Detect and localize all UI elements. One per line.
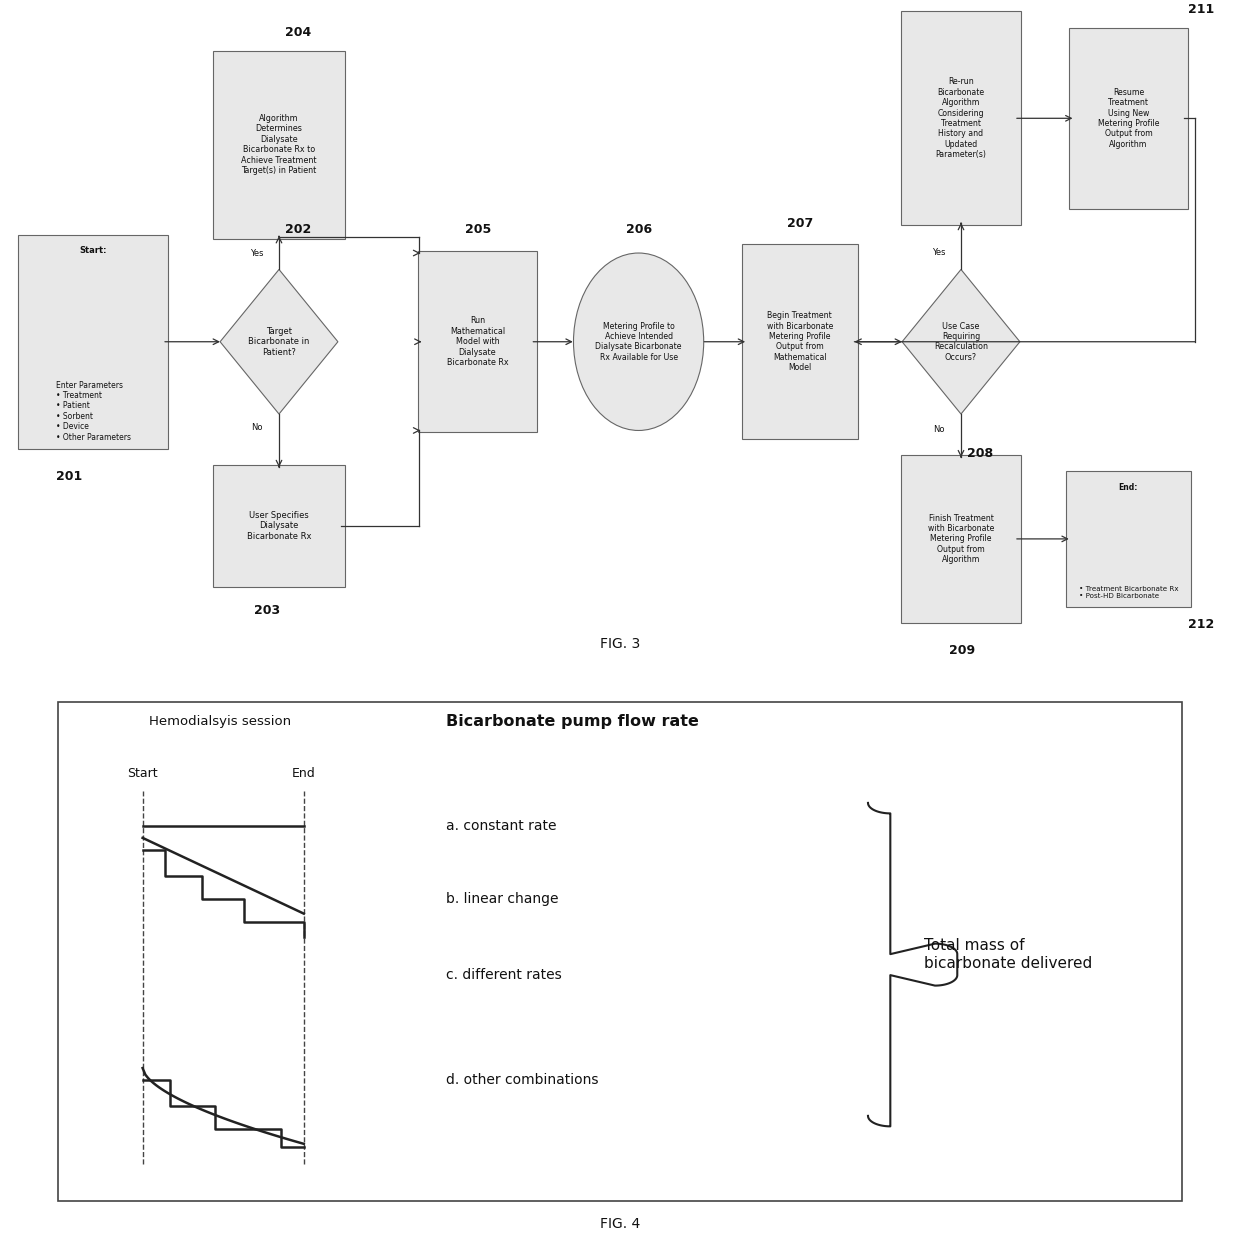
Ellipse shape [573, 253, 704, 430]
Text: • Treatment Bicarbonate Rx
• Post-HD Bicarbonate: • Treatment Bicarbonate Rx • Post-HD Bic… [1079, 587, 1178, 599]
Text: Use Case
Requiring
Recalculation
Occurs?: Use Case Requiring Recalculation Occurs? [934, 321, 988, 362]
Text: 212: 212 [1188, 618, 1214, 631]
Polygon shape [221, 269, 337, 414]
Text: c. different rates: c. different rates [446, 968, 562, 982]
Text: Bicarbonate pump flow rate: Bicarbonate pump flow rate [446, 714, 699, 729]
FancyBboxPatch shape [17, 234, 169, 449]
Text: Hemodialsyis session: Hemodialsyis session [149, 714, 291, 728]
FancyBboxPatch shape [742, 244, 858, 439]
FancyBboxPatch shape [901, 11, 1021, 226]
Text: Run
Mathematical
Model with
Dialysate
Bicarbonate Rx: Run Mathematical Model with Dialysate Bi… [446, 316, 508, 367]
Text: FIG. 3: FIG. 3 [600, 636, 640, 651]
Polygon shape [903, 269, 1019, 414]
Text: Target
Bicarbonate in
Patient?: Target Bicarbonate in Patient? [248, 327, 310, 357]
Text: d. other combinations: d. other combinations [446, 1073, 599, 1086]
Text: 206: 206 [626, 223, 652, 237]
Text: b. linear change: b. linear change [446, 892, 559, 906]
Text: User Specifies
Dialysate
Bicarbonate Rx: User Specifies Dialysate Bicarbonate Rx [247, 511, 311, 541]
FancyBboxPatch shape [213, 465, 345, 587]
Text: 208: 208 [967, 446, 993, 460]
FancyBboxPatch shape [213, 51, 345, 238]
Text: Re-run
Bicarbonate
Algorithm
Considering
Treatment
History and
Updated
Parameter: Re-run Bicarbonate Algorithm Considering… [935, 77, 987, 159]
Text: No: No [250, 424, 263, 433]
Text: Finish Treatment
with Bicarbonate
Metering Profile
Output from
Algorithm: Finish Treatment with Bicarbonate Meteri… [928, 513, 994, 564]
Text: No: No [932, 425, 945, 434]
FancyBboxPatch shape [1069, 27, 1188, 210]
Text: End: End [291, 768, 316, 780]
Text: Start: Start [128, 768, 157, 780]
FancyBboxPatch shape [1065, 471, 1190, 606]
Text: Enter Parameters
• Treatment
• Patient
• Sorbent
• Device
• Other Parameters: Enter Parameters • Treatment • Patient •… [56, 381, 130, 441]
Text: Start:: Start: [79, 247, 107, 255]
Text: Yes: Yes [250, 249, 263, 258]
Text: End:: End: [1118, 484, 1138, 492]
Text: 209: 209 [949, 644, 975, 657]
Text: 204: 204 [285, 26, 311, 40]
Text: 203: 203 [254, 604, 280, 618]
FancyBboxPatch shape [58, 702, 1182, 1202]
Text: a. constant rate: a. constant rate [446, 820, 557, 833]
Text: Yes: Yes [932, 248, 945, 257]
Text: 211: 211 [1188, 4, 1214, 16]
Text: Total mass of
bicarbonate delivered: Total mass of bicarbonate delivered [924, 939, 1092, 971]
Text: Algorithm
Determines
Dialysate
Bicarbonate Rx to
Achieve Treatment
Target(s) in : Algorithm Determines Dialysate Bicarbona… [242, 114, 316, 175]
Text: 207: 207 [787, 217, 813, 229]
FancyBboxPatch shape [901, 455, 1021, 622]
Text: FIG. 4: FIG. 4 [600, 1218, 640, 1231]
Text: 201: 201 [56, 470, 82, 482]
Text: Metering Profile to
Achieve Intended
Dialysate Bicarbonate
Rx Available for Use: Metering Profile to Achieve Intended Dia… [595, 321, 682, 362]
Text: 202: 202 [285, 223, 311, 237]
Text: 205: 205 [465, 223, 491, 237]
Text: Begin Treatment
with Bicarbonate
Metering Profile
Output from
Mathematical
Model: Begin Treatment with Bicarbonate Meterin… [766, 311, 833, 372]
Text: Resume
Treatment
Using New
Metering Profile
Output from
Algorithm: Resume Treatment Using New Metering Prof… [1097, 88, 1159, 149]
FancyBboxPatch shape [418, 250, 537, 433]
